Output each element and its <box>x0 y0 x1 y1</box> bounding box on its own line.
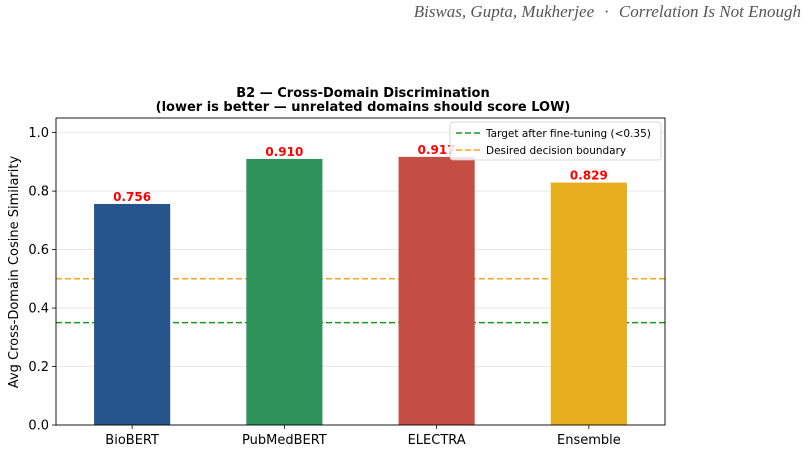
data-label: 0.910 <box>265 145 303 159</box>
plot-frame <box>55 117 666 426</box>
header-paper-title: Correlation Is Not Enough <box>618 2 801 21</box>
legend-entry: Target after fine-tuning (<0.35) <box>485 128 651 140</box>
y-tick-label: 0.6 <box>28 243 49 258</box>
y-axis-label: Avg Cross-Domain Cosine Similarity <box>7 156 22 389</box>
header-authors: Biswas, Gupta, Mukherjee <box>413 2 595 21</box>
y-tick-label: 0.8 <box>28 185 49 200</box>
data-label: 0.756 <box>113 190 151 204</box>
bar-biobert <box>94 203 171 425</box>
legend: Target after fine-tuning (<0.35) Desired … <box>449 121 662 161</box>
legend-box <box>449 121 662 161</box>
y-tick-label: 0.2 <box>28 360 49 375</box>
legend-entry: Desired decision boundary <box>486 145 626 157</box>
chart-title-line2: (lower is better — unrelated domains sho… <box>156 100 571 115</box>
bar-pubmedbert <box>246 158 323 425</box>
data-label: 0.917 <box>418 143 456 157</box>
x-tick-label: Ensemble <box>557 433 621 448</box>
x-tick-label: BioBERT <box>105 433 159 448</box>
axes: 0.0 0.2 0.4 0.6 0.8 1.0 BioBERT PubMedBERT ELECT… <box>28 117 666 448</box>
y-tick-label: 0.4 <box>28 302 49 317</box>
bar-ensemble <box>550 182 627 425</box>
header-separator: · <box>604 2 609 21</box>
data-labels: 0.756 0.910 0.917 0.829 <box>113 143 608 204</box>
bar-electra <box>398 156 475 426</box>
x-tick-label: ELECTRA <box>408 433 466 448</box>
y-tick-label: 1.0 <box>28 126 49 141</box>
chart-title-line1: B2 — Cross-Domain Discrimination <box>236 86 489 101</box>
bars <box>94 156 627 426</box>
x-tick-label: PubMedBERT <box>242 433 327 448</box>
y-tick-label: 0.0 <box>28 419 49 434</box>
data-label: 0.829 <box>570 169 608 183</box>
running-header: Biswas, Gupta, Mukherjee · Correlation I… <box>414 2 801 22</box>
